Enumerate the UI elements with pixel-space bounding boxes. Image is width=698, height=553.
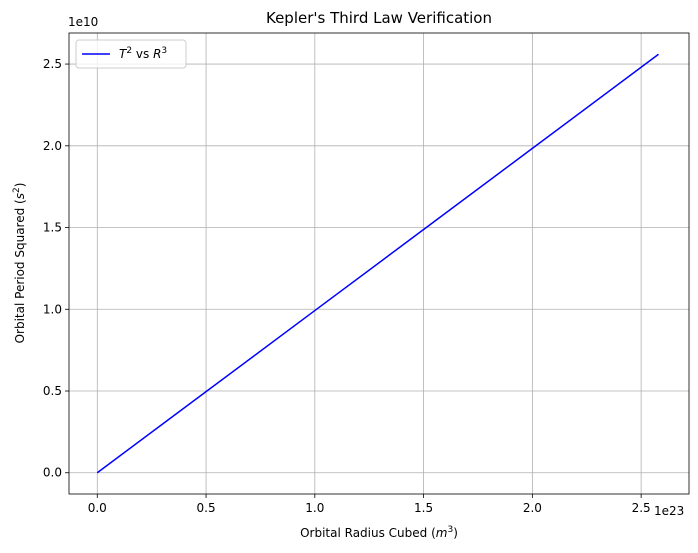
x-offset-label: 1e23 <box>654 504 684 518</box>
legend-var-b: R <box>153 47 161 61</box>
y-tick-label: 1.5 <box>43 221 62 235</box>
x-axis-label: Orbital Radius Cubed (m3) <box>300 525 458 540</box>
x-tick-label: 2.0 <box>523 501 542 515</box>
x-axis-label-end: ) <box>453 526 458 540</box>
y-tick-label: 2.5 <box>43 57 62 71</box>
x-tick-label: 0.5 <box>197 501 216 515</box>
chart-title: Kepler's Third Law Verification <box>266 9 492 27</box>
y-offset-label: 1e10 <box>68 15 98 29</box>
legend-entry-label: T2 vs R3 <box>119 46 167 61</box>
legend-box <box>75 39 187 69</box>
series-layer <box>96 53 659 474</box>
y-axis-label: Orbital Period Squared (s2) <box>12 183 27 344</box>
x-axis-label-var: m <box>436 526 448 540</box>
x-tick-label: 0.0 <box>88 501 107 515</box>
x-tick-label: 1.5 <box>414 501 433 515</box>
plot-frame <box>68 32 690 495</box>
y-tick-label: 0.0 <box>43 466 62 480</box>
legend-sup-a: 2 <box>126 46 132 56</box>
y-axis-label-text: Orbital Period Squared ( <box>13 199 27 343</box>
x-axis-label-text: Orbital Radius Cubed ( <box>300 526 436 540</box>
y-tick-label: 1.0 <box>43 302 62 316</box>
y-tick-label: 2.0 <box>43 139 62 153</box>
y-axis-label-end: ) <box>13 183 27 188</box>
legend-sup-b: 3 <box>161 46 167 56</box>
y-axis-label-sup: 2 <box>12 187 22 193</box>
x-tick-label: 2.5 <box>632 501 651 515</box>
legend: T2 vs R3 <box>75 39 187 69</box>
y-axis-label-var: s <box>13 193 27 199</box>
x-axis-label-sup: 3 <box>447 525 453 535</box>
y-tick-label: 0.5 <box>43 384 62 398</box>
ticks: 0.0 0.5 1.0 1.5 2.0 2.5 0.0 0.5 1.0 1.5 2.0 2.5 <box>43 57 651 515</box>
legend-mid: vs <box>132 47 153 61</box>
series-line <box>96 53 659 474</box>
x-tick-label: 1.0 <box>305 501 324 515</box>
legend-var-a: T <box>119 47 128 61</box>
